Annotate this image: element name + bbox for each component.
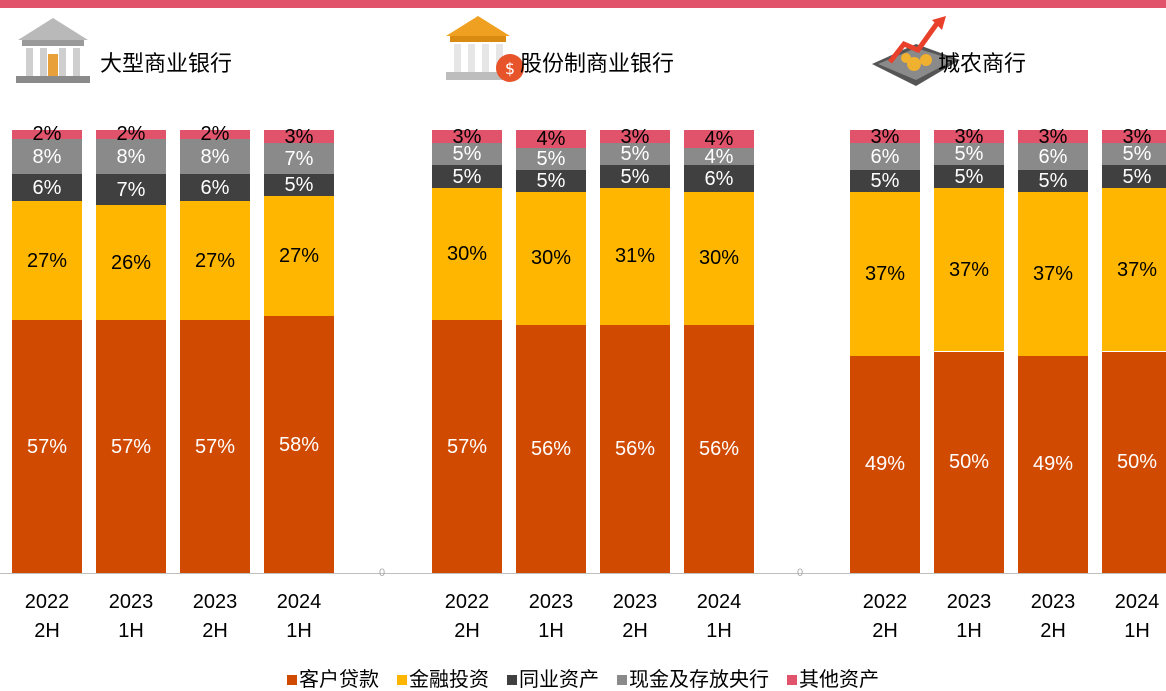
x-tick-label: 2023 2H [170, 588, 260, 646]
data-label: 5% [537, 149, 566, 169]
x-tick-label: 2023 1H [924, 588, 1014, 646]
data-label: 31% [615, 246, 655, 266]
data-label: 4% [537, 129, 566, 149]
data-label: 5% [537, 171, 566, 191]
data-label: 58% [279, 435, 319, 455]
y-tick-label: 0 [379, 567, 385, 579]
data-label: 30% [447, 244, 487, 264]
legend-item: 客户贷款 [287, 668, 379, 691]
data-label: 8% [117, 147, 146, 167]
data-label: 3% [453, 127, 482, 147]
data-label: 3% [621, 127, 650, 147]
data-label: 56% [531, 439, 571, 459]
data-label: 50% [949, 452, 989, 472]
data-label: 30% [699, 248, 739, 268]
data-label: 56% [699, 439, 739, 459]
data-label: 57% [27, 437, 67, 457]
svg-text:$: $ [505, 59, 515, 78]
x-tick-label: 2024 1H [674, 588, 764, 646]
data-label: 57% [195, 437, 235, 457]
data-label: 5% [285, 175, 314, 195]
data-label: 6% [201, 178, 230, 198]
data-label: 6% [1039, 147, 1068, 167]
data-label: 2% [201, 124, 230, 144]
legend-swatch [787, 675, 797, 685]
legend-item: 现金及存放央行 [617, 668, 769, 691]
data-label: 8% [201, 147, 230, 167]
data-label: 5% [621, 167, 650, 187]
data-label: 56% [615, 439, 655, 459]
chart: $ 客户贷款 金融投资 同业资产 现金及存放央行 其他资产 大型商业银行 57% 27% 6%… [0, 0, 1166, 691]
data-label: 5% [871, 171, 900, 191]
data-label: 3% [871, 127, 900, 147]
data-label: 6% [871, 147, 900, 167]
legend-item: 其他资产 [787, 668, 879, 691]
x-tick-label: 2023 1H [506, 588, 596, 646]
data-label: 6% [705, 169, 734, 189]
chart-title: 大型商业银行 [100, 46, 232, 78]
data-label: 27% [279, 246, 319, 266]
data-label: 50% [1117, 452, 1157, 472]
data-label: 3% [1039, 127, 1068, 147]
legend-swatch [507, 675, 517, 685]
legend-swatch [397, 675, 407, 685]
x-tick-label: 2024 1H [1092, 588, 1166, 646]
x-tick-label: 2022 2H [422, 588, 512, 646]
data-label: 2% [33, 124, 62, 144]
legend-label: 同业资产 [519, 668, 599, 691]
data-label: 27% [195, 251, 235, 271]
data-label: 5% [453, 167, 482, 187]
data-label: 5% [955, 167, 984, 187]
data-label: 37% [865, 264, 905, 284]
data-label: 3% [285, 127, 314, 147]
data-label: 3% [955, 127, 984, 147]
data-label: 37% [1117, 260, 1157, 280]
data-label: 2% [117, 124, 146, 144]
baseline [0, 573, 1166, 574]
bank-icon [10, 14, 96, 90]
data-label: 37% [949, 260, 989, 280]
legend-label: 金融投资 [409, 668, 489, 691]
chart-title: 城农商行 [938, 46, 1026, 78]
data-label: 7% [285, 149, 314, 169]
legend-swatch [287, 675, 297, 685]
data-label: 49% [1033, 454, 1073, 474]
legend-item: 同业资产 [507, 668, 599, 691]
legend-item: 金融投资 [397, 668, 489, 691]
data-label: 4% [705, 129, 734, 149]
top-stripe [0, 0, 1166, 8]
data-label: 49% [865, 454, 905, 474]
data-label: 3% [1123, 127, 1152, 147]
data-label: 37% [1033, 264, 1073, 284]
data-label: 26% [111, 253, 151, 273]
page: $ 客户贷款 金融投资 同业资产 现金及存放央行 其他资产 大型商业银行 57% 27% 6%… [0, 0, 1166, 691]
legend-label: 现金及存放央行 [629, 668, 769, 691]
x-tick-label: 2024 1H [254, 588, 344, 646]
chart-title: 股份制商业银行 [520, 46, 674, 78]
data-label: 5% [1039, 171, 1068, 191]
legend-label: 客户贷款 [299, 668, 379, 691]
x-tick-label: 2023 2H [590, 588, 680, 646]
x-tick-label: 2023 2H [1008, 588, 1098, 646]
data-label: 57% [111, 437, 151, 457]
y-tick-label: 0 [797, 567, 803, 579]
bank-money-icon: $ [440, 12, 530, 90]
data-label: 27% [27, 251, 67, 271]
data-label: 7% [117, 180, 146, 200]
data-label: 57% [447, 437, 487, 457]
data-label: 5% [1123, 167, 1152, 187]
legend: 客户贷款 金融投资 同业资产 现金及存放央行 其他资产 [0, 668, 1166, 691]
data-label: 8% [33, 147, 62, 167]
legend-swatch [617, 675, 627, 685]
data-label: 6% [33, 178, 62, 198]
legend-label: 其他资产 [799, 668, 879, 691]
x-tick-label: 2022 2H [840, 588, 930, 646]
data-label: 30% [531, 248, 571, 268]
x-tick-label: 2022 2H [2, 588, 92, 646]
x-tick-label: 2023 1H [86, 588, 176, 646]
